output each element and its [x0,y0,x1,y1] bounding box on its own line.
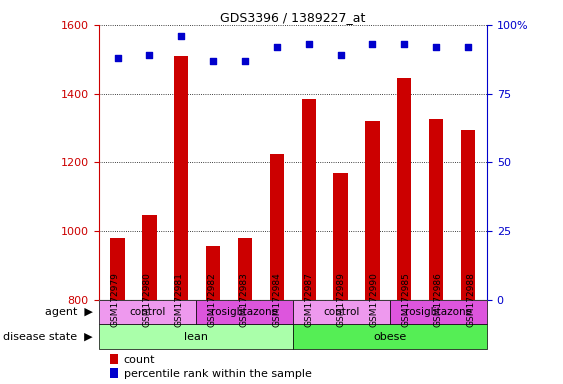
Bar [99,324,293,349]
Point [432,44,441,50]
Bar [461,130,475,300]
Text: agent  ▶: agent ▶ [45,307,93,317]
Text: percentile rank within the sample: percentile rank within the sample [124,369,312,379]
Text: disease state  ▶: disease state ▶ [3,332,93,342]
Text: control: control [129,307,166,317]
Bar [196,300,293,324]
Bar [110,238,125,300]
Point [463,44,472,50]
Text: GSM172983: GSM172983 [240,272,249,327]
Bar [206,246,220,300]
Point [209,58,218,64]
Point [368,41,377,47]
Bar [293,324,487,349]
Text: GSM172990: GSM172990 [369,272,378,327]
Point [145,52,154,58]
Text: GSM172981: GSM172981 [175,272,184,327]
Text: GSM172988: GSM172988 [466,272,475,327]
Point [113,55,122,61]
Text: GSM172984: GSM172984 [272,272,281,327]
Point [177,33,186,39]
Point [304,41,313,47]
Text: GSM172989: GSM172989 [337,272,346,327]
Text: GSM172982: GSM172982 [207,272,216,327]
Text: GSM172979: GSM172979 [110,272,119,327]
Bar [365,121,379,300]
Text: obese: obese [373,332,406,342]
Text: lean: lean [184,332,208,342]
Text: GSM172986: GSM172986 [434,272,443,327]
Bar [302,99,316,300]
Bar [99,300,196,324]
Text: control: control [323,307,360,317]
Bar [238,238,252,300]
Point [272,44,282,50]
Bar [293,300,390,324]
Point [336,52,345,58]
Text: count: count [124,355,155,365]
Point [240,58,249,64]
Bar [429,119,443,300]
Text: rosiglitazone: rosiglitazone [405,307,472,317]
Title: GDS3396 / 1389227_at: GDS3396 / 1389227_at [220,11,365,24]
Bar [142,215,157,300]
Text: rosiglitazone: rosiglitazone [211,307,278,317]
Bar [174,56,189,300]
Point [400,41,409,47]
Text: GSM172985: GSM172985 [401,272,410,327]
Bar [270,154,284,300]
Text: GSM172980: GSM172980 [142,272,151,327]
Bar [397,78,412,300]
Bar [390,300,487,324]
Text: GSM172987: GSM172987 [305,272,314,327]
Bar [333,172,348,300]
